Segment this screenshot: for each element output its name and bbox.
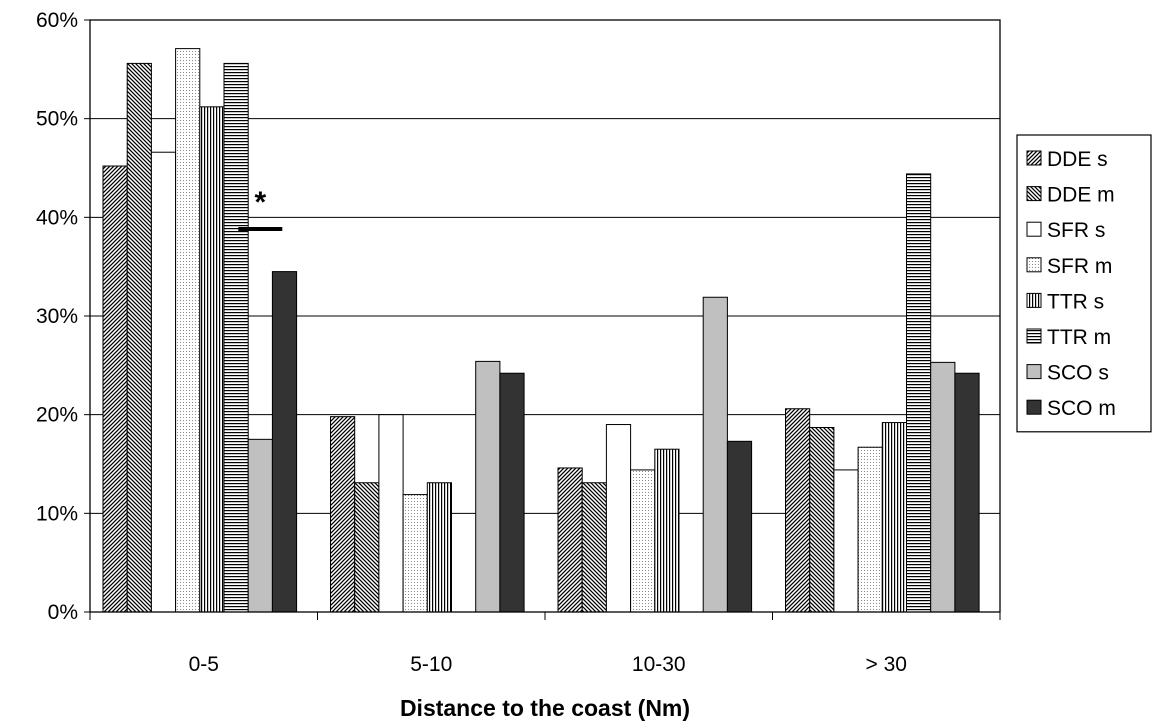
legend-label: TTR m — [1047, 326, 1111, 349]
bar-sco-m-1 — [499, 372, 525, 613]
legend-swatch — [1026, 186, 1042, 202]
bar-ttr-s-0 — [199, 106, 225, 613]
legend-box — [1016, 134, 1152, 433]
bar-sfr-m-1 — [402, 494, 428, 613]
bar-sco-m-3 — [954, 372, 980, 613]
y-tick-label: 20% — [36, 404, 78, 427]
legend-label: DDE m — [1047, 184, 1115, 207]
bar-sco-s-1 — [475, 360, 501, 613]
bar-ttr-s-1 — [426, 482, 452, 613]
bar-ttr-s-3 — [881, 422, 907, 613]
legend-swatch — [1026, 364, 1042, 380]
x-axis-title: Distance to the coast (Nm) — [400, 695, 690, 721]
legend-label: SCO s — [1047, 362, 1109, 385]
legend-swatch — [1026, 221, 1042, 237]
bar-sfr-m-0 — [175, 48, 201, 613]
bar-dde-s-3 — [785, 408, 811, 613]
legend-label: SFR s — [1047, 219, 1105, 242]
y-tick-labels: 0% 10% 20% 30% 40% 50% 60% — [36, 9, 90, 624]
legend-swatch — [1026, 150, 1042, 166]
y-tick-label: 0% — [48, 601, 78, 624]
legend-swatch — [1026, 257, 1042, 273]
bar-dde-m-3 — [809, 426, 835, 613]
bar-dde-m-1 — [354, 482, 380, 613]
bar-sco-s-0 — [247, 438, 273, 613]
bar-sfr-m-2 — [630, 469, 656, 613]
legend-swatch — [1026, 399, 1042, 415]
significance-marker: * — [254, 186, 266, 219]
y-tick-label: 50% — [36, 108, 78, 131]
bar-sco-m-2 — [726, 440, 753, 613]
x-tick-label: 0-5 — [189, 653, 219, 676]
legend-label: SFR m — [1047, 255, 1112, 278]
bar-sfr-s-2 — [605, 424, 632, 613]
legend-label: DDE s — [1047, 148, 1108, 171]
bar-sfr-s-1 — [378, 414, 404, 613]
legend-swatch — [1026, 328, 1042, 344]
bar-dde-s-0 — [102, 165, 128, 613]
bar-sfr-s-0 — [150, 151, 177, 613]
x-tick-label: > 30 — [866, 653, 907, 676]
bar-dde-m-0 — [126, 62, 152, 613]
bar-dde-s-1 — [330, 416, 356, 613]
y-tick-label: 30% — [36, 305, 78, 328]
bar-sco-m-0 — [271, 271, 298, 613]
y-tick-label: 10% — [36, 502, 78, 525]
bar-sco-s-2 — [702, 296, 728, 613]
bars — [102, 48, 980, 613]
y-tick-label: 40% — [36, 206, 78, 229]
legend-label: TTR s — [1047, 290, 1104, 313]
bar-dde-m-2 — [581, 482, 607, 613]
bar-ttr-s-2 — [654, 448, 680, 613]
bar-dde-s-2 — [557, 467, 583, 613]
legend-swatch — [1026, 292, 1042, 308]
bar-ttr-m-0 — [223, 62, 249, 613]
x-tick-labels: 0-5 5-10 10-30 > 30 — [89, 612, 1001, 676]
bar-sfr-m-3 — [857, 446, 883, 613]
bar-ttr-m-3 — [906, 173, 932, 613]
annotations: * — [238, 186, 283, 231]
legend-label: SCO m — [1047, 397, 1116, 420]
bar-sfr-s-3 — [833, 469, 859, 613]
legend: DDE s DDE m SFR s SFR m TTR s TTR m SCO s SCO m — [1016, 134, 1152, 433]
y-tick-label: 60% — [36, 9, 78, 32]
bar-sco-s-3 — [930, 361, 956, 613]
x-tick-label: 10-30 — [632, 653, 686, 676]
x-tick-label: 5-10 — [410, 653, 452, 676]
